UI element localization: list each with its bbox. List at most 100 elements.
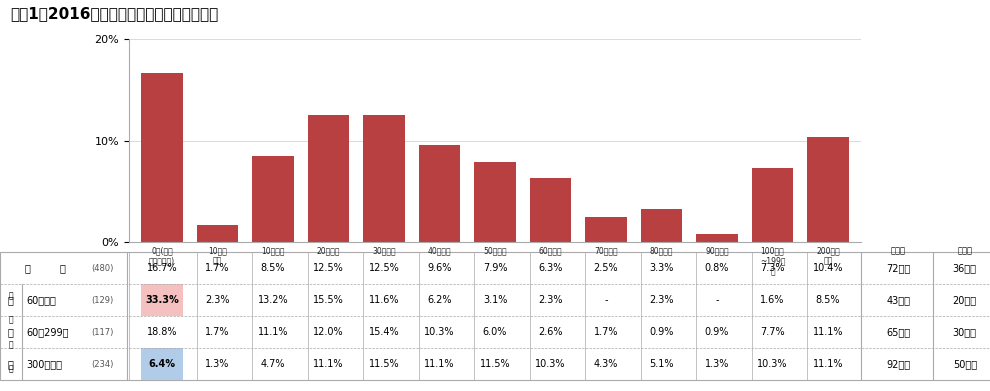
Text: 92万円: 92万円 bbox=[886, 359, 911, 369]
Text: 業: 業 bbox=[9, 316, 13, 325]
Text: 1.3%: 1.3% bbox=[705, 359, 730, 369]
Text: 2.3%: 2.3% bbox=[649, 295, 674, 305]
Text: 7.3%: 7.3% bbox=[760, 263, 785, 273]
Text: 15.5%: 15.5% bbox=[313, 295, 344, 305]
Text: 10.4%: 10.4% bbox=[813, 263, 843, 273]
Text: 0.9%: 0.9% bbox=[649, 327, 673, 337]
Text: 1.7%: 1.7% bbox=[205, 263, 230, 273]
Text: 9.6%: 9.6% bbox=[428, 263, 451, 273]
Text: 1.6%: 1.6% bbox=[760, 295, 785, 305]
Text: 11.1%: 11.1% bbox=[257, 327, 288, 337]
Text: 1.7%: 1.7% bbox=[594, 327, 618, 337]
Bar bbox=[807, 137, 848, 242]
Text: 50万円台: 50万円台 bbox=[483, 246, 507, 255]
Text: 12.0%: 12.0% bbox=[313, 327, 344, 337]
Text: 6.3%: 6.3% bbox=[539, 263, 562, 273]
Text: 2.3%: 2.3% bbox=[205, 295, 230, 305]
Text: 4.3%: 4.3% bbox=[594, 359, 618, 369]
Text: 10万円
未満: 10万円 未満 bbox=[208, 246, 227, 266]
Text: 2.3%: 2.3% bbox=[539, 295, 562, 305]
Text: 11.1%: 11.1% bbox=[313, 359, 344, 369]
Text: (234): (234) bbox=[91, 360, 114, 369]
Text: 90万円台: 90万円台 bbox=[705, 246, 729, 255]
Text: 従: 従 bbox=[9, 292, 13, 301]
Text: 43万円: 43万円 bbox=[886, 295, 911, 305]
Text: 10.3%: 10.3% bbox=[536, 359, 565, 369]
Text: 10.3%: 10.3% bbox=[425, 327, 454, 337]
Text: 0.9%: 0.9% bbox=[705, 327, 730, 337]
Text: 1.3%: 1.3% bbox=[205, 359, 230, 369]
Text: 20万円: 20万円 bbox=[952, 295, 977, 305]
Text: (480): (480) bbox=[91, 264, 114, 273]
Text: 80万円台: 80万円台 bbox=[649, 246, 673, 255]
Text: 員: 員 bbox=[9, 340, 13, 349]
Text: 12.5%: 12.5% bbox=[313, 263, 344, 273]
Text: 6.0%: 6.0% bbox=[483, 327, 507, 337]
Text: 70万円台: 70万円台 bbox=[594, 246, 618, 255]
Text: 11.5%: 11.5% bbox=[480, 359, 510, 369]
Text: 中央値: 中央値 bbox=[957, 246, 972, 255]
Bar bbox=[197, 225, 239, 242]
Bar bbox=[419, 145, 460, 242]
Text: 【図1】2016年冬の賞与額（税込支給総額）: 【図1】2016年冬の賞与額（税込支給総額） bbox=[10, 6, 218, 21]
Text: (129): (129) bbox=[91, 296, 113, 305]
Text: 11.5%: 11.5% bbox=[368, 359, 399, 369]
Text: -: - bbox=[715, 295, 719, 305]
Text: 6.4%: 6.4% bbox=[148, 359, 175, 369]
Text: 20万円台: 20万円台 bbox=[317, 246, 341, 255]
Text: 体: 体 bbox=[59, 263, 65, 273]
Text: 0円(支給
されてない): 0円(支給 されてない) bbox=[148, 246, 175, 266]
Text: 4.7%: 4.7% bbox=[260, 359, 285, 369]
Text: 全: 全 bbox=[25, 263, 31, 273]
Bar bbox=[363, 115, 405, 242]
Text: 5.1%: 5.1% bbox=[649, 359, 674, 369]
Text: 業: 業 bbox=[8, 327, 14, 337]
Text: 1.7%: 1.7% bbox=[205, 327, 230, 337]
Text: 60人未満: 60人未満 bbox=[27, 295, 56, 305]
Text: 13.2%: 13.2% bbox=[257, 295, 288, 305]
Text: -: - bbox=[604, 295, 608, 305]
Text: 8.5%: 8.5% bbox=[816, 295, 841, 305]
Text: 200万円
以上: 200万円 以上 bbox=[816, 246, 840, 266]
Text: 7.7%: 7.7% bbox=[760, 327, 785, 337]
Text: (117): (117) bbox=[91, 328, 114, 337]
Text: 10.3%: 10.3% bbox=[757, 359, 788, 369]
Text: 0.8%: 0.8% bbox=[705, 263, 730, 273]
Text: 65万円: 65万円 bbox=[886, 327, 911, 337]
Text: 60万円台: 60万円台 bbox=[539, 246, 562, 255]
Text: 6.2%: 6.2% bbox=[428, 295, 451, 305]
Bar bbox=[641, 209, 682, 242]
Text: 300人以上: 300人以上 bbox=[27, 359, 62, 369]
Text: 3.3%: 3.3% bbox=[649, 263, 673, 273]
Text: 12.5%: 12.5% bbox=[368, 263, 399, 273]
Bar bbox=[751, 168, 793, 242]
Text: 員: 員 bbox=[8, 359, 14, 369]
Text: 11.1%: 11.1% bbox=[813, 327, 843, 337]
Text: 11.1%: 11.1% bbox=[425, 359, 454, 369]
Text: 60～299人: 60～299人 bbox=[27, 327, 69, 337]
Text: 2.6%: 2.6% bbox=[539, 327, 562, 337]
Text: 11.6%: 11.6% bbox=[368, 295, 399, 305]
Text: 72万円: 72万円 bbox=[886, 263, 911, 273]
Text: 2.5%: 2.5% bbox=[594, 263, 619, 273]
Text: 11.1%: 11.1% bbox=[813, 359, 843, 369]
Text: 従: 従 bbox=[8, 295, 14, 305]
Text: 16.7%: 16.7% bbox=[147, 263, 177, 273]
Text: 33.3%: 33.3% bbox=[146, 295, 179, 305]
Bar bbox=[252, 156, 294, 242]
Text: 3.1%: 3.1% bbox=[483, 295, 507, 305]
Text: 50万円: 50万円 bbox=[952, 359, 977, 369]
Text: 30万円: 30万円 bbox=[952, 327, 977, 337]
Bar bbox=[585, 217, 627, 242]
Bar bbox=[474, 162, 516, 242]
Text: 18.8%: 18.8% bbox=[147, 327, 177, 337]
Text: 100万円
~199万
円: 100万円 ~199万 円 bbox=[759, 246, 785, 276]
Text: 40万円台: 40万円台 bbox=[428, 246, 451, 255]
Text: 8.5%: 8.5% bbox=[260, 263, 285, 273]
Text: 10万円台: 10万円台 bbox=[261, 246, 285, 255]
Text: 36万円: 36万円 bbox=[952, 263, 977, 273]
Text: 数: 数 bbox=[9, 364, 13, 373]
Text: 30万円台: 30万円台 bbox=[372, 246, 396, 255]
Text: 7.9%: 7.9% bbox=[483, 263, 507, 273]
Bar bbox=[308, 115, 349, 242]
